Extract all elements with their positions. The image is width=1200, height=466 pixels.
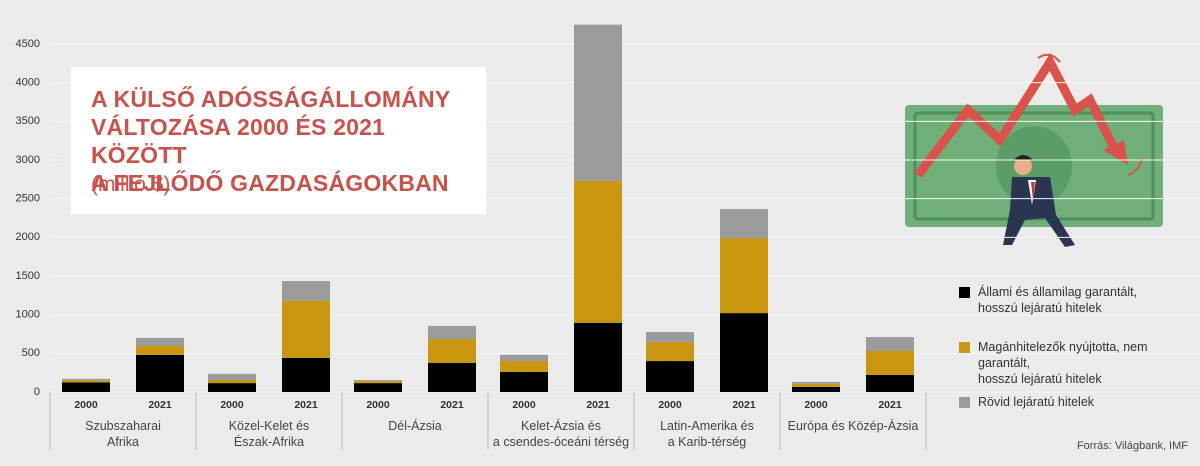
bar-segment (866, 337, 914, 352)
group-label: Európa és Közép-Ázsia (787, 419, 919, 433)
illustration (905, 53, 1163, 247)
bar-segment (136, 354, 184, 392)
y-tick-label: 3500 (16, 115, 40, 127)
bar-segment (428, 363, 476, 392)
bar-segment (500, 361, 548, 372)
bar-segment (792, 383, 840, 387)
bar-segment (500, 371, 548, 392)
bar-segment (136, 337, 184, 346)
bar-segment (792, 386, 840, 392)
legend-marker (959, 397, 970, 408)
bar-segment (136, 345, 184, 355)
bar-segment (62, 380, 110, 383)
x-tick-label: 2000 (366, 399, 390, 411)
title-line: VÁLTOZÁSA 2000 ÉS 2021 KÖZÖTT (91, 114, 386, 168)
y-tick-label: 3000 (16, 154, 40, 166)
bar-segment (646, 332, 694, 343)
bar-segment (720, 313, 768, 392)
legend-marker (959, 287, 970, 298)
x-tick-label: 2021 (148, 399, 172, 411)
bar-segment (62, 378, 110, 381)
bar-segment (208, 383, 256, 392)
y-tick-label: 2500 (16, 193, 40, 205)
bar-segment (62, 382, 110, 392)
bar-segment (574, 180, 622, 323)
bar-segment (354, 380, 402, 382)
title: A KÜLSŐ ADÓSSÁGÁLLOMÁNY VÁLTOZÁSA 2000 ÉS… (91, 85, 486, 197)
y-tick-label: 4500 (16, 38, 40, 50)
x-tick-label: 2021 (586, 399, 610, 411)
y-tick-label: 1000 (16, 309, 40, 321)
group-label: Közel-Kelet és Észak-Afrika (228, 419, 310, 449)
x-tick-label: 2021 (294, 399, 318, 411)
y-tick-label: 4000 (16, 77, 40, 89)
bar-segment (500, 354, 548, 362)
bar-segment (574, 322, 622, 392)
x-tick-label: 2000 (74, 399, 98, 411)
y-tick-label: 0 (34, 386, 40, 398)
source: Forrás: Világbank, IMF (1076, 440, 1188, 452)
x-tick-label: 2000 (220, 399, 244, 411)
group-label: Szubszaharai Afrika (85, 419, 161, 449)
bar-segment (354, 383, 402, 392)
bar-segment (208, 380, 256, 384)
x-tick-label: 2021 (732, 399, 756, 411)
plot: 0 500 1000 1500 2000 2500 3000 3500 4000 4500 2000… (16, 24, 1200, 450)
legend-label: Rövid lejáratú hitelek (978, 395, 1095, 409)
bar-segment (720, 238, 768, 314)
x-tick-label: 2000 (804, 399, 828, 411)
group-label: Dél-Ázsia (388, 419, 442, 433)
bar-segment (208, 373, 256, 381)
bar-segment (428, 339, 476, 363)
title-line: A FEJLŐDŐ GAZDASÁGOKBAN (91, 170, 449, 196)
y-tick-label: 500 (22, 347, 40, 359)
bar-segment (866, 374, 914, 392)
y-tick-label: 1500 (16, 270, 40, 282)
bar-segment (646, 342, 694, 362)
x-tick-label: 2021 (878, 399, 902, 411)
subtitle: (millió $) (91, 173, 171, 196)
group-label: Latin-Amerika és a Karib-térség (660, 419, 754, 449)
group-label: Kelet-Ázsia és a csendes-óceáni térség (492, 419, 630, 449)
bar-segment (282, 300, 330, 358)
bar-segment (354, 381, 402, 384)
bar-segment (792, 381, 840, 384)
y-tick-label: 2000 (16, 231, 40, 243)
bar-segment (720, 209, 768, 239)
title-box: A KÜLSŐ ADÓSSÁGÁLLOMÁNY VÁLTOZÁSA 2000 ÉS… (71, 67, 486, 214)
legend-marker (959, 342, 970, 353)
bar-segment (866, 351, 914, 375)
title-line: A KÜLSŐ ADÓSSÁGÁLLOMÁNY (91, 86, 451, 112)
legend-label: Állami és államilag garantált, hosszú le… (978, 285, 1138, 315)
bar-segment (574, 24, 622, 181)
x-tick-label: 2000 (658, 399, 682, 411)
x-tick-label: 2000 (512, 399, 536, 411)
bar-segment (282, 281, 330, 301)
bar-segment (646, 361, 694, 392)
bar-segment (428, 325, 476, 340)
legend-label: Magánhitelezők nyújtotta, nem garantált,… (978, 340, 1148, 386)
x-tick-label: 2021 (440, 399, 464, 411)
bar-segment (282, 357, 330, 392)
